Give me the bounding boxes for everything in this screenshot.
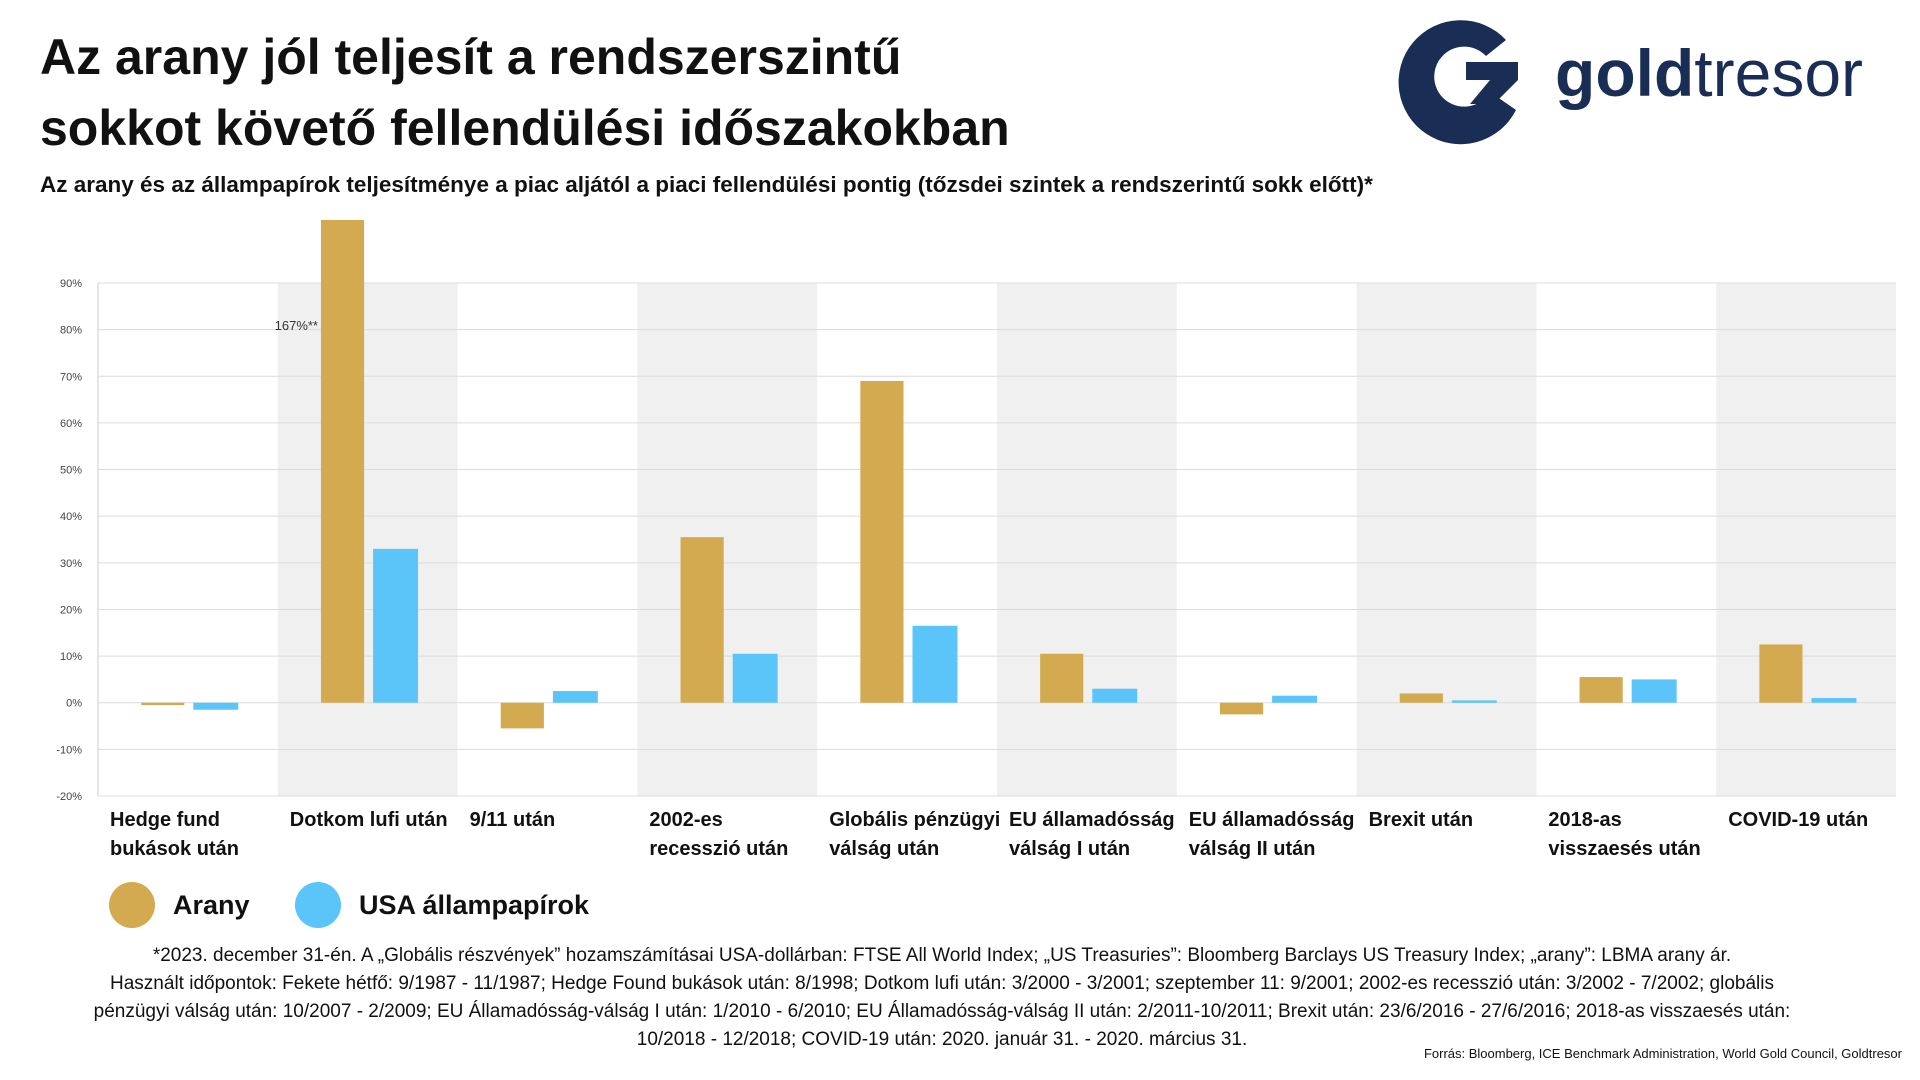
y-tick-label: 10% bbox=[60, 651, 82, 663]
band-shade bbox=[1356, 283, 1537, 796]
band-shade bbox=[997, 283, 1177, 796]
band-shade bbox=[637, 283, 818, 796]
chart-title: Az arany jól teljesít a rendszerszintű bbox=[40, 29, 901, 85]
band-shade bbox=[1716, 283, 1896, 796]
x-tick-label: 9/11 után bbox=[469, 809, 556, 831]
y-tick-label: 50% bbox=[60, 465, 82, 477]
bar bbox=[860, 380, 904, 703]
bar bbox=[680, 537, 724, 703]
bar bbox=[1631, 679, 1677, 703]
bars bbox=[141, 220, 1857, 729]
x-tick-label: 2002-es recesszió után bbox=[649, 809, 789, 860]
x-tick-label: 2018-as visszaesés után bbox=[1548, 809, 1701, 860]
subtitle: Az arany és az állampapírok teljesítmény… bbox=[40, 172, 1373, 197]
legend-swatch bbox=[109, 882, 155, 928]
bar bbox=[1040, 653, 1084, 703]
legend-swatch bbox=[295, 882, 341, 928]
x-tick-label: Hedge fund bukások után bbox=[110, 809, 239, 860]
logo-icon bbox=[1398, 20, 1518, 145]
bar bbox=[1579, 677, 1623, 703]
footnote: Használt időpontok: Fekete hétfő: 9/1987… bbox=[110, 973, 1774, 994]
x-tick-label: COVID-19 után bbox=[1728, 809, 1869, 831]
annotation: 167%** bbox=[275, 318, 318, 333]
bar bbox=[141, 702, 185, 706]
footnote: pénzügyi válság után: 10/2007 - 2/2009; … bbox=[94, 1001, 1791, 1022]
y-tick-label: 70% bbox=[60, 371, 82, 383]
y-tick-label: 0% bbox=[66, 698, 82, 710]
bar bbox=[1759, 644, 1803, 703]
bar bbox=[912, 625, 958, 703]
bar bbox=[552, 691, 598, 703]
legend-label: USA állampapírok bbox=[359, 890, 590, 920]
bar bbox=[500, 702, 544, 729]
bar bbox=[1451, 700, 1497, 703]
logo-bold: gold bbox=[1555, 36, 1694, 110]
bar bbox=[373, 548, 419, 703]
x-tick-label: EU államadósság válság II után bbox=[1188, 809, 1355, 860]
bar bbox=[320, 220, 365, 703]
bar bbox=[1811, 698, 1857, 703]
y-tick-label: 30% bbox=[60, 558, 82, 570]
y-tick-label: 20% bbox=[60, 604, 82, 616]
bar bbox=[732, 653, 778, 703]
y-tick-label: -10% bbox=[56, 744, 82, 756]
bar bbox=[1399, 693, 1443, 703]
x-tick-label: Brexit után bbox=[1368, 809, 1474, 831]
x-tick-label: Globális pénzügyi válság után bbox=[829, 809, 1001, 860]
legend-label: Arany bbox=[173, 890, 250, 920]
logo-regular: tresor bbox=[1694, 36, 1863, 110]
bar bbox=[1272, 695, 1318, 703]
y-tick-label: 60% bbox=[60, 418, 82, 430]
y-tick-label: 90% bbox=[60, 278, 82, 290]
band-shade bbox=[277, 283, 458, 796]
x-tick-label: EU államadósság válság I után bbox=[1009, 809, 1175, 860]
y-tick-label: 80% bbox=[60, 325, 82, 337]
y-tick-label: 40% bbox=[60, 511, 82, 523]
footnote: *2023. december 31-én. A „Globális részv… bbox=[153, 945, 1731, 966]
bar bbox=[1219, 702, 1264, 715]
bar bbox=[193, 702, 239, 710]
y-tick-label: -20% bbox=[56, 791, 82, 803]
source: Forrás: Bloomberg, ICE Benchmark Adminis… bbox=[1424, 1046, 1903, 1061]
logo-text: goldtresor bbox=[1555, 36, 1863, 110]
chart-title: sokkot követő fellendülési időszakokban bbox=[40, 100, 1010, 156]
bar bbox=[1092, 688, 1138, 703]
x-tick-label: Dotkom lufi után bbox=[289, 809, 448, 831]
footnote: 10/2018 - 12/2018; COVID-19 után: 2020. … bbox=[637, 1029, 1248, 1050]
